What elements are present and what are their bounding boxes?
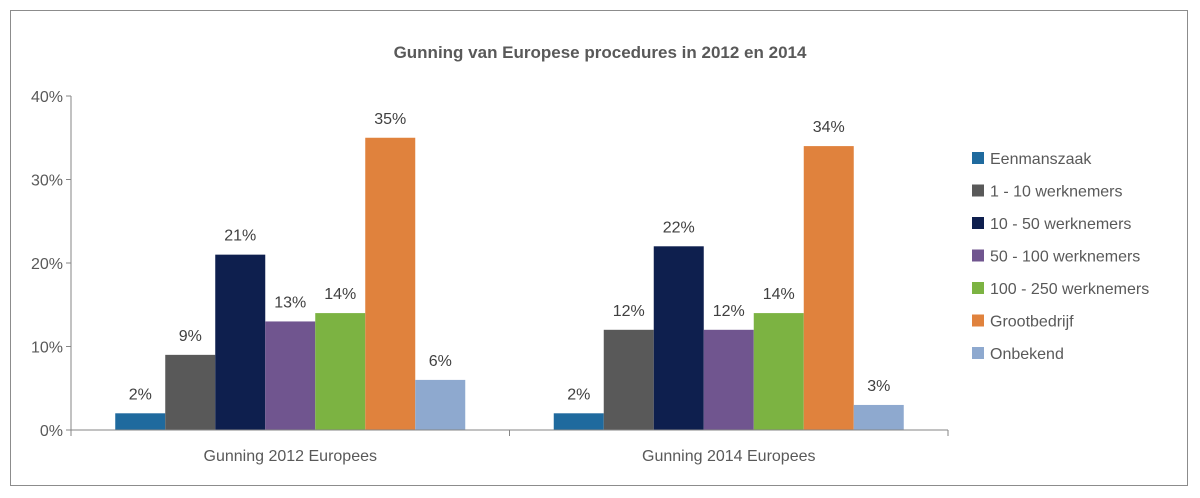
data-label: 34% bbox=[813, 119, 845, 136]
bar bbox=[653, 246, 704, 430]
bar bbox=[603, 329, 654, 430]
data-label: 14% bbox=[763, 286, 795, 303]
legend-label: 100 - 250 werknemers bbox=[990, 281, 1149, 298]
legend-swatch bbox=[972, 152, 984, 164]
bar bbox=[853, 404, 904, 430]
data-label: 21% bbox=[224, 228, 256, 245]
data-label: 3% bbox=[867, 378, 890, 395]
data-label: 14% bbox=[324, 286, 356, 303]
legend-label: 10 - 50 werknemers bbox=[990, 216, 1131, 233]
bar bbox=[265, 321, 316, 430]
y-tick-label: 40% bbox=[31, 89, 63, 106]
legend-label: Onbekend bbox=[990, 346, 1064, 363]
legend-label: 50 - 100 werknemers bbox=[990, 249, 1140, 266]
y-tick-label: 30% bbox=[31, 173, 63, 190]
legend-swatch bbox=[972, 249, 984, 262]
data-label: 2% bbox=[129, 386, 152, 403]
data-label: 13% bbox=[274, 294, 306, 311]
bar bbox=[215, 254, 266, 430]
bar bbox=[165, 354, 216, 430]
bar bbox=[553, 413, 604, 430]
legend-label: Eenmanszaak bbox=[990, 151, 1092, 168]
x-category-label: Gunning 2012 Europees bbox=[204, 448, 377, 465]
chart-title: Gunning van Europese procedures in 2012 … bbox=[394, 43, 807, 62]
bar bbox=[753, 313, 804, 430]
x-category-label: Gunning 2014 Europees bbox=[642, 448, 815, 465]
data-label: 22% bbox=[663, 219, 695, 236]
bar bbox=[415, 379, 466, 430]
data-label: 12% bbox=[713, 303, 745, 320]
legend-swatch bbox=[972, 282, 984, 294]
data-label: 2% bbox=[567, 386, 590, 403]
data-label: 6% bbox=[429, 353, 452, 370]
bar bbox=[315, 313, 366, 430]
y-tick-label: 20% bbox=[31, 256, 63, 273]
data-label: 35% bbox=[374, 111, 406, 128]
legend-label: Grootbedrijf bbox=[990, 314, 1074, 331]
bar bbox=[365, 137, 416, 430]
legend-label: 1 - 10 werknemers bbox=[990, 184, 1123, 201]
legend-swatch bbox=[972, 347, 984, 359]
data-label: 12% bbox=[613, 303, 645, 320]
legend-swatch bbox=[972, 217, 984, 229]
legend: Eenmanszaak 1 - 10 werknemers 10 - 50 werk… bbox=[972, 151, 1149, 363]
legend-swatch bbox=[972, 314, 984, 327]
x-axis: Gunning 2012 Europees Gunning 2014 Europe… bbox=[70, 429, 949, 465]
bar bbox=[803, 146, 854, 430]
bar bbox=[703, 329, 754, 430]
y-tick-label: 0% bbox=[40, 423, 63, 440]
data-label: 9% bbox=[179, 328, 202, 345]
y-axis: 0% 10% 20% 30% 40% bbox=[31, 89, 72, 440]
bars-group: 2% 9% 21% 13% 14% 35% 6% 2% 12% 22% 12% 14% 34% 3% bbox=[115, 111, 904, 430]
bar bbox=[115, 413, 166, 430]
legend-swatch bbox=[972, 184, 984, 197]
y-tick-label: 10% bbox=[31, 340, 63, 357]
